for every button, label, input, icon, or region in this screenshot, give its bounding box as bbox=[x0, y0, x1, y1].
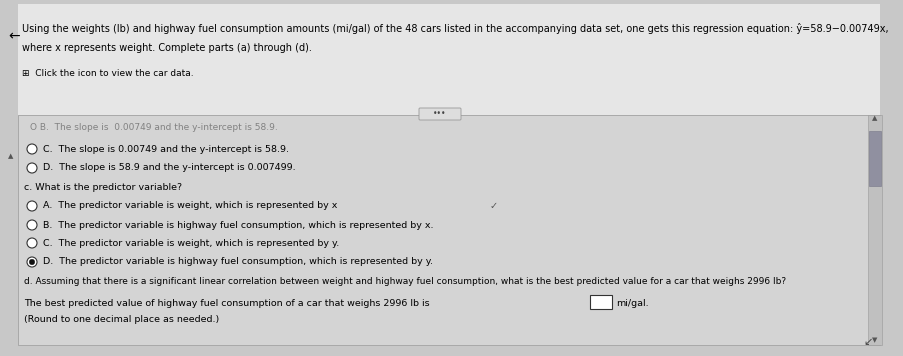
Text: ▲: ▲ bbox=[8, 153, 14, 159]
FancyBboxPatch shape bbox=[868, 131, 880, 186]
Text: where x represents weight. Complete parts (a) through (d).: where x represents weight. Complete part… bbox=[22, 43, 312, 53]
Text: D.  The slope is 58.9 and the y-intercept is 0.007499.: D. The slope is 58.9 and the y-intercept… bbox=[43, 163, 295, 173]
Text: c. What is the predictor variable?: c. What is the predictor variable? bbox=[24, 183, 182, 192]
Text: O B.  The slope is  0.00749 and the y-intercept is 58.9.: O B. The slope is 0.00749 and the y-inte… bbox=[30, 124, 277, 132]
Text: C.  The slope is 0.00749 and the y-intercept is 58.9.: C. The slope is 0.00749 and the y-interc… bbox=[43, 145, 289, 153]
FancyBboxPatch shape bbox=[590, 295, 611, 309]
Circle shape bbox=[29, 259, 34, 265]
Circle shape bbox=[27, 163, 37, 173]
Text: mi/gal.: mi/gal. bbox=[615, 298, 648, 308]
FancyBboxPatch shape bbox=[18, 115, 879, 345]
Text: D.  The predictor variable is highway fuel consumption, which is represented by : D. The predictor variable is highway fue… bbox=[43, 257, 433, 267]
Circle shape bbox=[27, 257, 37, 267]
Text: (Round to one decimal place as needed.): (Round to one decimal place as needed.) bbox=[24, 314, 219, 324]
Text: •••: ••• bbox=[433, 110, 446, 119]
FancyBboxPatch shape bbox=[418, 108, 461, 120]
Text: ▲: ▲ bbox=[871, 115, 877, 121]
FancyBboxPatch shape bbox=[18, 4, 879, 116]
Text: ↙: ↙ bbox=[862, 337, 871, 347]
Circle shape bbox=[27, 201, 37, 211]
Text: A.  The predictor variable is weight, which is represented by x: A. The predictor variable is weight, whi… bbox=[43, 201, 337, 210]
Circle shape bbox=[27, 220, 37, 230]
Text: ▼: ▼ bbox=[871, 337, 877, 343]
Circle shape bbox=[27, 238, 37, 248]
Text: d. Assuming that there is a significant linear correlation between weight and hi: d. Assuming that there is a significant … bbox=[24, 277, 786, 287]
Text: C.  The predictor variable is weight, which is represented by y.: C. The predictor variable is weight, whi… bbox=[43, 239, 339, 247]
Text: ←: ← bbox=[8, 29, 20, 43]
Text: ✓: ✓ bbox=[489, 201, 498, 211]
Text: Using the weights (lb) and highway fuel consumption amounts (mi/gal) of the 48 c: Using the weights (lb) and highway fuel … bbox=[22, 22, 888, 33]
Text: ⊞  Click the icon to view the car data.: ⊞ Click the icon to view the car data. bbox=[22, 68, 193, 78]
Text: B.  The predictor variable is highway fuel consumption, which is represented by : B. The predictor variable is highway fue… bbox=[43, 220, 433, 230]
FancyBboxPatch shape bbox=[867, 115, 881, 345]
Circle shape bbox=[27, 144, 37, 154]
Text: The best predicted value of highway fuel consumption of a car that weighs 2996 l: The best predicted value of highway fuel… bbox=[24, 298, 433, 308]
